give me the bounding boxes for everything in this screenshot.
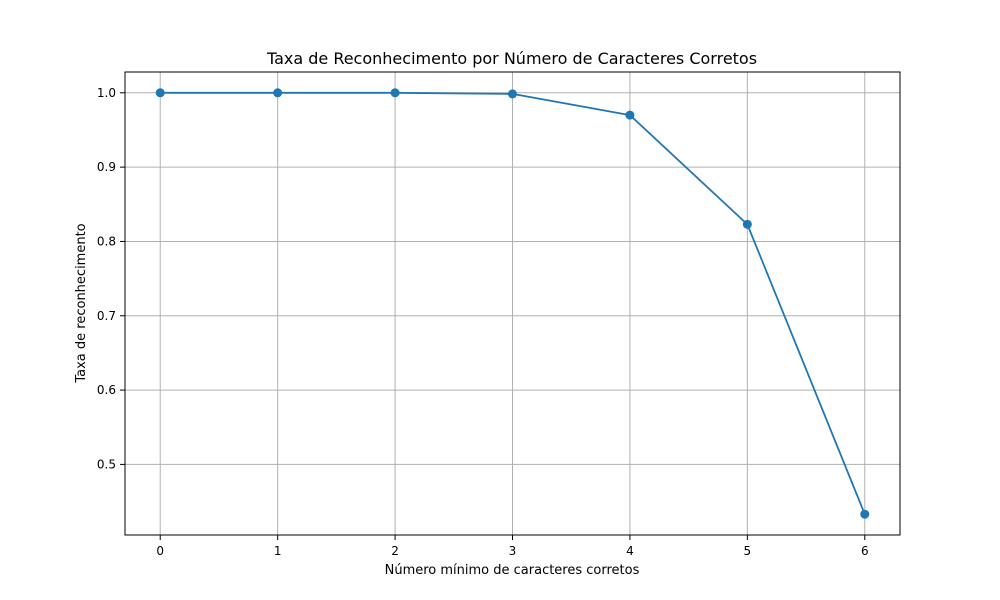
y-tick-label: 0.5 — [97, 457, 116, 471]
plot-area-frame — [124, 71, 901, 536]
chart-title: Taxa de Reconhecimento por Número de Car… — [266, 49, 757, 68]
data-point-marker — [860, 509, 870, 519]
data-point-marker — [508, 89, 517, 99]
x-tick-label: 6 — [861, 544, 869, 558]
x-tick-label: 4 — [626, 544, 634, 558]
x-axis-label: Número mínimo de caracteres corretos — [385, 563, 640, 578]
data-point-marker — [273, 88, 283, 98]
ticks-layer: 0 1 2 3 4 5 6 0.5 0.6 0.7 0.8 0.9 1.0 — [97, 86, 869, 558]
y-tick-label: 1.0 — [97, 86, 116, 100]
grid-layer — [125, 72, 900, 535]
x-tick-label: 2 — [391, 544, 399, 558]
series-layer — [155, 88, 870, 519]
y-axis-label: Taxa de reconhecimento — [74, 223, 89, 383]
data-point-marker — [155, 88, 165, 98]
x-tick-label: 3 — [509, 544, 517, 558]
y-tick-label: 0.9 — [97, 160, 116, 174]
y-tick-label: 0.6 — [97, 383, 116, 397]
x-tick-label: 1 — [274, 544, 282, 558]
data-point-marker — [742, 219, 752, 229]
y-tick-label: 0.8 — [97, 234, 116, 248]
y-tick-label: 0.7 — [97, 309, 116, 323]
x-tick-label: 5 — [744, 544, 752, 558]
x-tick-label: 0 — [156, 544, 164, 558]
data-point-marker — [390, 88, 400, 98]
data-point-marker — [625, 110, 635, 120]
